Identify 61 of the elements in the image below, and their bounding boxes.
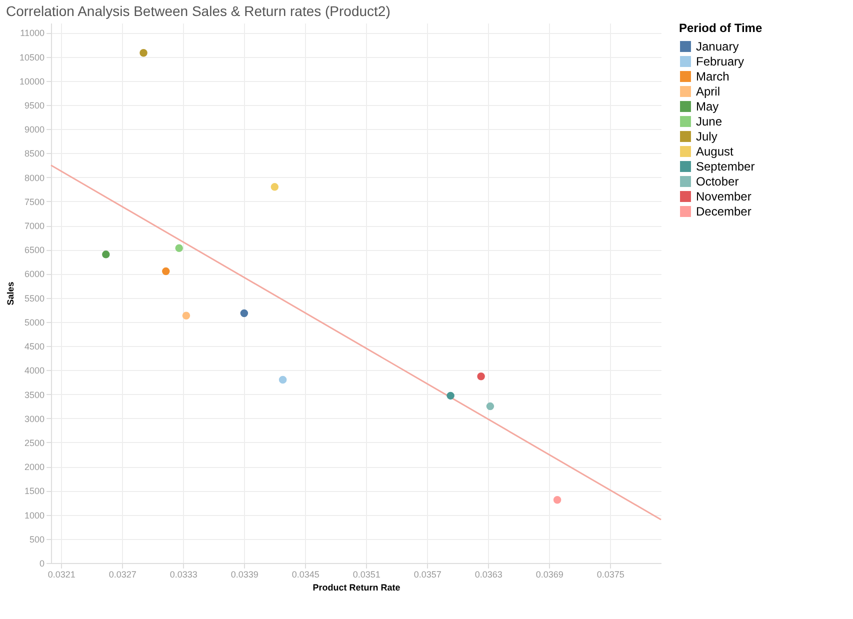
- point: [102, 250, 110, 258]
- point: [270, 183, 279, 191]
- y-tick-label: 1000: [24, 510, 44, 520]
- y-tick-label: 5500: [24, 293, 44, 304]
- legend-label: July: [696, 130, 718, 144]
- y-tick-label: 3000: [24, 414, 44, 424]
- x-tick-label: 0.0363: [474, 570, 502, 580]
- y-tick-label: 8000: [24, 172, 44, 183]
- y-tick-label: 2000: [24, 462, 44, 472]
- point: [486, 402, 494, 410]
- x-tick-label: 0.0345: [292, 570, 320, 580]
- y-tick-label: 4500: [24, 342, 44, 352]
- y-tick-label: 6000: [24, 269, 44, 280]
- y-axis-title: Sales: [5, 282, 16, 306]
- point: [140, 49, 148, 57]
- legend-label: April: [696, 84, 720, 98]
- y-tick-label: 8500: [24, 148, 44, 159]
- x-tick-label: 0.0375: [596, 570, 624, 580]
- legend-label: November: [696, 190, 752, 204]
- y-tick-label: 500: [29, 534, 44, 544]
- y-tick-label: 4000: [24, 366, 44, 376]
- x-tick-label: 0.0327: [108, 570, 136, 580]
- legend-label: March: [696, 70, 730, 84]
- y-tick-label: 10000: [19, 76, 44, 86]
- legend-label: December: [696, 204, 752, 218]
- y-tick-label: 5000: [24, 317, 44, 328]
- point: [477, 372, 485, 380]
- point: [240, 309, 248, 318]
- y-tick-label: 7500: [24, 196, 44, 207]
- x-tick-label: 0.0357: [414, 570, 442, 580]
- y-tick-label: 11000: [20, 28, 44, 38]
- y-tick-label: 10500: [19, 52, 44, 62]
- y-tick-label: 9000: [24, 124, 44, 135]
- legend-label: June: [696, 114, 722, 128]
- y-tick-label: 3500: [24, 390, 44, 400]
- legend-label: May: [696, 100, 719, 114]
- y-tick-label: 1500: [24, 486, 44, 496]
- x-tick-label: 0.0333: [170, 570, 198, 580]
- y-tick-label: 6500: [24, 245, 44, 256]
- legend-label: October: [696, 174, 739, 188]
- legend-label: January: [696, 40, 739, 54]
- point: [553, 496, 562, 504]
- x-tick-label: 0.0351: [352, 570, 380, 580]
- legend-label: September: [696, 160, 755, 174]
- y-tick-label: 9500: [24, 100, 44, 110]
- y-tick-label: 0: [39, 558, 44, 568]
- legend-label: February: [696, 54, 744, 68]
- point: [278, 376, 287, 384]
- legend-label: August: [696, 144, 734, 158]
- x-axis-title: Product Return Rate: [312, 582, 400, 592]
- x-tick-label: 0.0369: [536, 570, 564, 580]
- point: [162, 267, 170, 276]
- y-tick-label: 2500: [24, 438, 44, 448]
- point: [446, 392, 454, 400]
- y-tick-label: 7000: [24, 221, 44, 231]
- x-tick-label: 0.0321: [48, 570, 76, 580]
- legend-title: Period of Time: [679, 21, 762, 35]
- chart-title: Correlation Analysis Between Sales & Return rates (Product2): [6, 3, 390, 19]
- point: [175, 244, 183, 252]
- point: [182, 312, 190, 320]
- x-tick-label: 0.0339: [230, 570, 258, 580]
